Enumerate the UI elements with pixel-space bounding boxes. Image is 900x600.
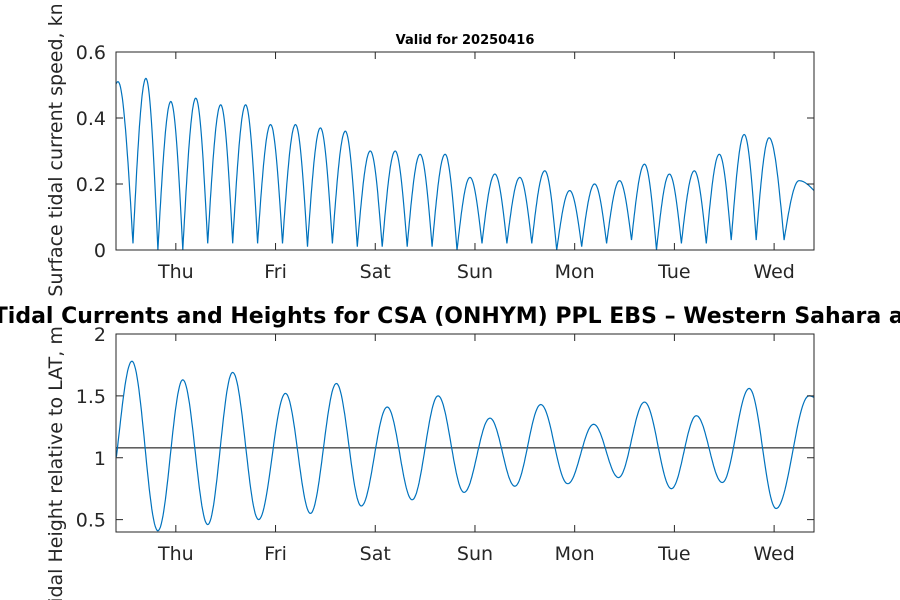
height-x-tick-label: Sat: [360, 543, 391, 565]
current-y-tick-label: 0.4: [76, 108, 106, 130]
current-x-tick-label: Mon: [555, 261, 595, 283]
height-y-tick-label: 0.5: [76, 510, 106, 532]
tidal-height-line: [115, 360, 815, 532]
height-y-tick-label: 1: [94, 448, 106, 470]
current-y-tick-label: 0.2: [76, 174, 106, 196]
current-x-tick-label: Thu: [157, 261, 194, 283]
current-y-tick-label: 0.6: [76, 42, 106, 64]
height-x-tick-label: Mon: [555, 543, 595, 565]
current-y-axis-label: Surface tidal current speed, kn: [45, 3, 67, 296]
current-plot-frame: [115, 51, 815, 251]
current-x-tick-label: Sun: [457, 261, 493, 283]
height-y-tick-label: 2: [94, 324, 106, 346]
height-x-tick-label: Fri: [264, 543, 287, 565]
current-x-tick-label: Fri: [264, 261, 287, 283]
current-speed-panel: Valid for 20250416 Surface tidal current…: [45, 3, 815, 297]
height-x-tick-label: Sun: [457, 543, 493, 565]
height-y-tick-label: 1.5: [76, 386, 106, 408]
current-speed-line: [115, 77, 815, 251]
height-x-tick-label: Wed: [753, 543, 794, 565]
current-chart-title: Valid for 20250416: [396, 33, 535, 48]
height-chart-title: Tidal Currents and Heights for CSA (ONHY…: [0, 304, 900, 329]
current-x-tick-label: Tue: [657, 261, 690, 283]
tidal-height-panel: Tidal Currents and Heights for CSA (ONHY…: [0, 304, 900, 600]
height-x-tick-label: Tue: [657, 543, 690, 565]
current-x-tick-label: Sat: [360, 261, 391, 283]
current-y-tick-label: 0: [94, 240, 106, 262]
current-x-tick-label: Wed: [753, 261, 794, 283]
height-y-axis-label: Tidal Height relative to LAT, m: [45, 326, 67, 600]
height-x-tick-label: Thu: [157, 543, 194, 565]
height-plot-frame: [115, 333, 815, 533]
